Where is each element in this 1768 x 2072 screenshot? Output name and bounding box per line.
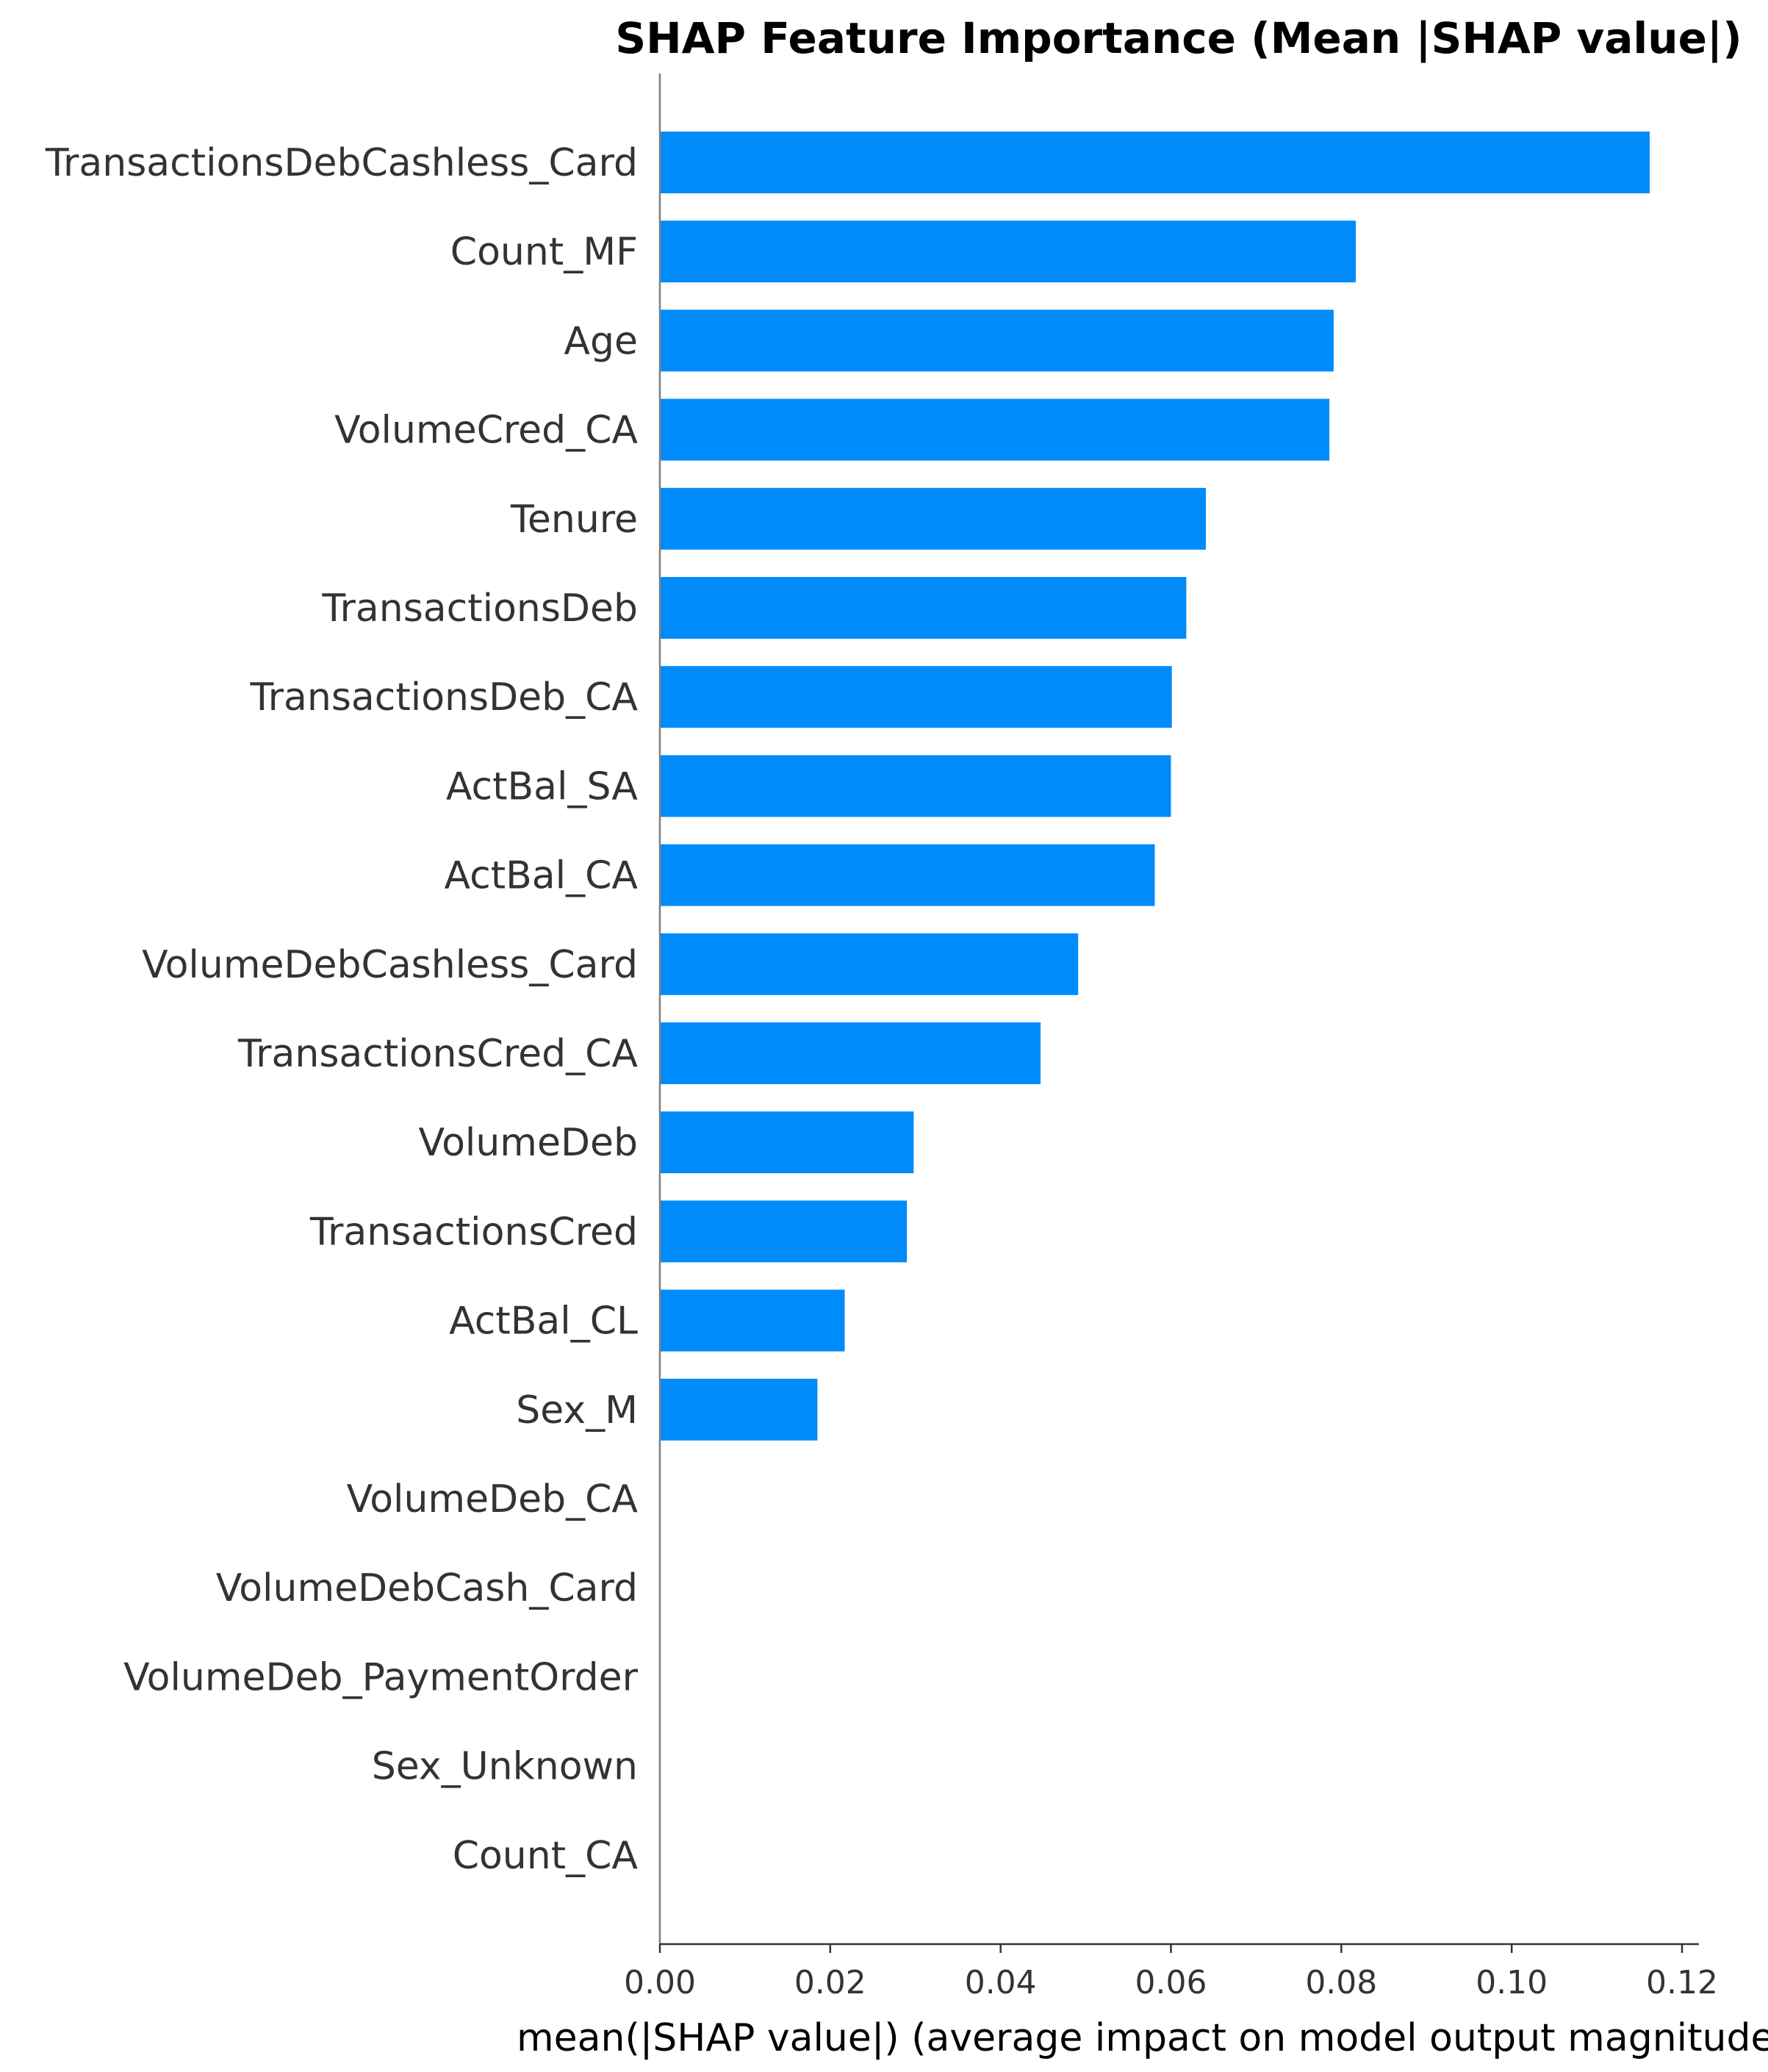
category-label: ActBal_CA <box>444 854 638 898</box>
bar-ActBal_SA <box>660 755 1171 817</box>
chart-title: SHAP Feature Importance (Mean |SHAP valu… <box>615 13 1742 63</box>
category-label: TransactionsDeb_CA <box>250 675 639 720</box>
bar-TransactionsDebCashless_Card <box>660 132 1650 193</box>
category-label: Count_MF <box>450 230 638 274</box>
x-tick-label: 0.12 <box>1646 1964 1718 2001</box>
category-label: VolumeDebCash_Card <box>216 1566 638 1610</box>
bar-Tenure <box>660 487 1206 550</box>
bar-TransactionsCred_CA <box>660 1022 1041 1084</box>
x-tick-label: 0.04 <box>965 1964 1037 2001</box>
category-label: ActBal_CL <box>449 1300 638 1344</box>
category-label: VolumeDeb_CA <box>347 1477 639 1521</box>
category-label: TransactionsCred <box>309 1210 638 1254</box>
bar-VolumeDeb <box>660 1111 914 1174</box>
bars-group <box>660 132 1650 1441</box>
bar-Count_MF <box>660 221 1356 283</box>
category-label: VolumeDeb <box>419 1121 638 1165</box>
category-label: Sex_Unknown <box>372 1745 638 1789</box>
bar-Age <box>660 309 1334 372</box>
category-labels: TransactionsDebCashless_Card Count_MF Age V… <box>45 141 639 1878</box>
category-label: VolumeDeb_PaymentOrder <box>123 1655 638 1699</box>
x-tick-label: 0.10 <box>1476 1964 1548 2001</box>
category-label: VolumeDebCashless_Card <box>142 943 638 987</box>
category-label: TransactionsCred_CA <box>237 1032 638 1076</box>
x-tick-label: 0.06 <box>1135 1964 1207 2001</box>
bar-TransactionsDeb_CA <box>660 666 1172 728</box>
category-label: VolumeCred_CA <box>334 409 638 453</box>
category-label: Age <box>564 319 638 363</box>
category-label: TransactionsDebCashless_Card <box>45 141 638 185</box>
x-tick-label: 0.08 <box>1305 1964 1377 2001</box>
bar-VolumeDebCashless_Card <box>660 933 1079 995</box>
x-tick-label: 0.02 <box>794 1964 866 2001</box>
bar-VolumeCred_CA <box>660 398 1330 461</box>
bar-ActBal_CA <box>660 844 1155 906</box>
category-label: Sex_M <box>516 1388 638 1433</box>
x-tick-label: 0.00 <box>624 1964 696 2001</box>
bar-TransactionsDeb <box>660 577 1187 639</box>
bar-ActBal_CL <box>660 1289 845 1352</box>
x-axis-label: mean(|SHAP value|) (average impact on mo… <box>517 2016 1768 2060</box>
bar-TransactionsCred <box>660 1200 908 1263</box>
category-label: TransactionsDeb <box>321 587 638 631</box>
bar-Sex_M <box>660 1378 818 1441</box>
category-label: ActBal_SA <box>446 764 639 809</box>
category-label: Tenure <box>510 498 638 542</box>
category-label: Count_CA <box>453 1834 639 1878</box>
x-ticks: 0.00 0.02 0.04 0.06 0.08 0.10 0.12 <box>624 1944 1718 2001</box>
